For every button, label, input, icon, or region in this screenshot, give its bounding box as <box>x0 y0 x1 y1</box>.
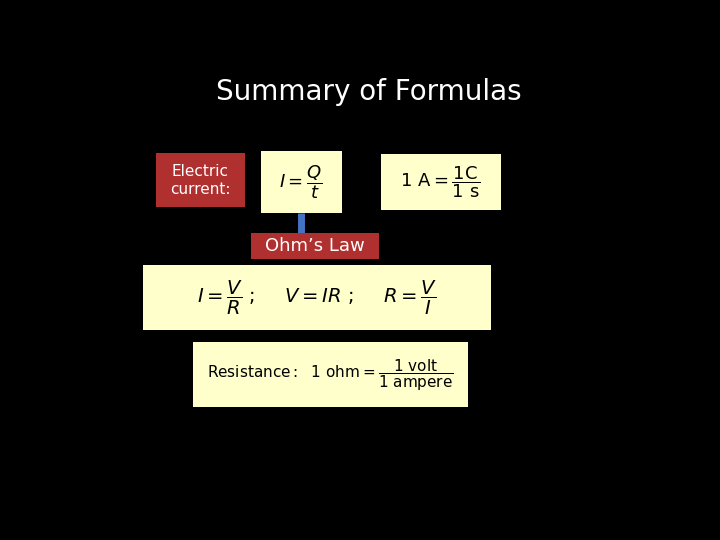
Text: Ohm’s Law: Ohm’s Law <box>265 237 365 255</box>
Text: $\mathit{I} = \dfrac{\mathit{Q}}{\mathit{t}}$: $\mathit{I} = \dfrac{\mathit{Q}}{\mathit… <box>279 163 323 201</box>
Text: $\mathrm{Resistance:}\ \ 1\ \mathrm{ohm} = \dfrac{1\ \mathrm{volt}}{1\ \mathrm{a: $\mathrm{Resistance:}\ \ 1\ \mathrm{ohm}… <box>207 357 454 393</box>
FancyBboxPatch shape <box>261 151 342 213</box>
Text: Summary of Formulas: Summary of Formulas <box>216 78 522 106</box>
FancyBboxPatch shape <box>381 154 500 210</box>
FancyBboxPatch shape <box>143 265 492 330</box>
FancyBboxPatch shape <box>251 233 379 259</box>
FancyBboxPatch shape <box>193 342 468 408</box>
Text: $\mathit{I} = \dfrac{\mathit{V}}{\mathit{R}}\ ;\ \ \ \ \mathit{V} = \mathit{IR}\: $\mathit{I} = \dfrac{\mathit{V}}{\mathit… <box>197 279 437 317</box>
Text: $1\ \mathrm{A} = \dfrac{1\mathrm{C}}{1\ \mathrm{s}}$: $1\ \mathrm{A} = \dfrac{1\mathrm{C}}{1\ … <box>400 164 481 200</box>
FancyBboxPatch shape <box>156 153 245 207</box>
Text: Electric
current:: Electric current: <box>170 164 230 197</box>
